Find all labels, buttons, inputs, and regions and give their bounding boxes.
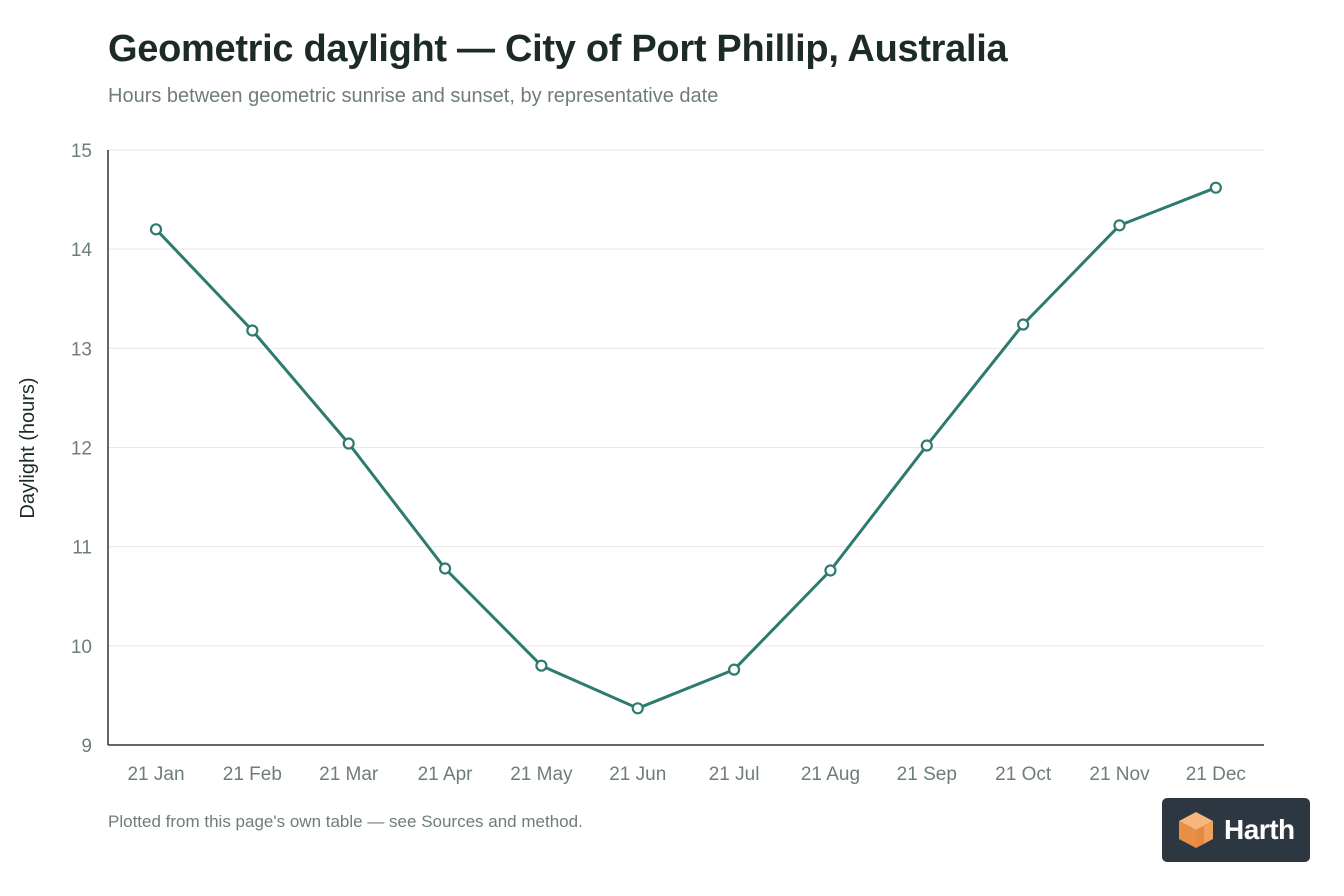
data-point (1017, 318, 1030, 331)
data-point (1209, 181, 1222, 194)
line-chart: 9 10 11 12 13 14 15 21 Jan 21 Feb 21 Mar 21 Apr 21 … (17, 141, 1264, 785)
y-tick-label: 15 (71, 141, 92, 162)
data-point (149, 223, 163, 236)
axes (107, 150, 1264, 746)
footnote: Plotted from this page's own table — see… (108, 812, 583, 831)
x-tick-label: 21 Aug (801, 764, 860, 785)
data-point (824, 564, 837, 577)
y-tick-label: 9 (81, 736, 92, 757)
data-point (438, 562, 452, 575)
series-line-group (154, 186, 1218, 710)
y-axis-label: Daylight (hours) (17, 377, 39, 518)
brand-name: Harth (1224, 814, 1295, 845)
x-tick-label: 21 Apr (418, 764, 474, 785)
chart-title: Geometric daylight — City of Port Philli… (108, 28, 1008, 70)
data-point (1113, 219, 1126, 232)
data-point (342, 437, 355, 450)
data-point (631, 702, 644, 715)
data-point (920, 439, 933, 452)
y-tick-label: 13 (71, 339, 92, 360)
x-tick-label: 21 Jun (609, 764, 666, 785)
y-tick-label: 14 (71, 240, 93, 261)
data-point (535, 659, 548, 672)
gridlines (108, 149, 1264, 647)
harth-logo[interactable]: Harth (1162, 798, 1310, 862)
cube-logo-icon (1179, 812, 1213, 848)
data-point (727, 663, 741, 676)
y-tick-label: 12 (71, 439, 92, 460)
x-tick-label: 21 Jan (127, 764, 184, 785)
y-tick-label: 11 (72, 538, 92, 559)
series-line (154, 186, 1218, 710)
chart-subtitle: Hours between geometric sunrise and suns… (108, 85, 719, 107)
y-tick-label: 10 (71, 637, 92, 658)
data-point (246, 324, 259, 337)
x-tick-label: 21 Feb (223, 764, 282, 785)
x-tick-label: 21 May (510, 764, 573, 785)
x-tick-label: 21 Oct (995, 764, 1052, 785)
x-tick-label: 21 Sep (897, 764, 957, 785)
x-tick-label: 21 Mar (319, 764, 379, 785)
x-tick-label: 21 Jul (709, 764, 760, 785)
tick-labels: 9 10 11 12 13 14 15 21 Jan 21 Feb 21 Mar 21 Apr 21 … (71, 141, 1246, 785)
x-tick-label: 21 Dec (1186, 764, 1246, 785)
data-points (149, 181, 1222, 715)
x-tick-label: 21 Nov (1089, 764, 1150, 785)
